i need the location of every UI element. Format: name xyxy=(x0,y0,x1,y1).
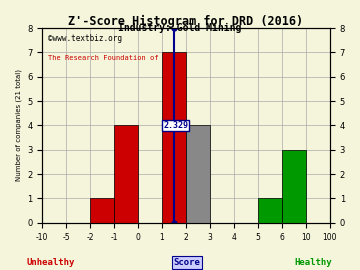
Bar xyxy=(186,126,210,223)
Text: Unhealthy: Unhealthy xyxy=(26,258,75,267)
Text: Score: Score xyxy=(174,258,201,267)
Text: ©www.textbiz.org: ©www.textbiz.org xyxy=(48,34,122,43)
Text: Healthy: Healthy xyxy=(294,258,332,267)
Text: The Research Foundation of SUNY: The Research Foundation of SUNY xyxy=(48,55,180,61)
Bar xyxy=(258,198,282,223)
Bar xyxy=(114,126,138,223)
Bar xyxy=(282,150,306,223)
Y-axis label: Number of companies (21 total): Number of companies (21 total) xyxy=(15,69,22,181)
Text: 2.329: 2.329 xyxy=(163,121,188,130)
Bar xyxy=(162,52,186,223)
Bar xyxy=(90,198,114,223)
Title: Z'-Score Histogram for DRD (2016): Z'-Score Histogram for DRD (2016) xyxy=(68,15,303,28)
Text: Industry: Gold Mining: Industry: Gold Mining xyxy=(118,23,242,33)
